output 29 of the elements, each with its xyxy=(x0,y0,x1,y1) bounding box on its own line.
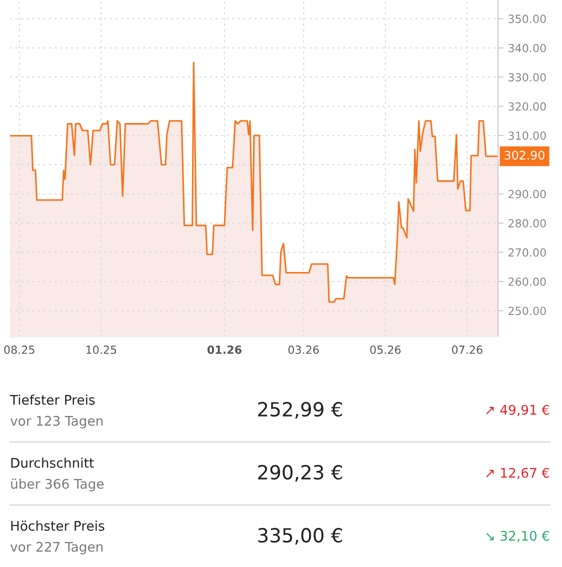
x-tick-label: 01.26 xyxy=(207,346,242,354)
y-tick-label: 340.00 xyxy=(508,44,546,52)
x-tick-label: 08.25 xyxy=(4,346,34,354)
text: Tiefster Preis xyxy=(10,394,95,405)
y-tick-label: 350.00 xyxy=(508,14,546,24)
y-tick-label: 280.00 xyxy=(508,219,546,228)
x-tick-label: 10.25 xyxy=(86,346,116,354)
x-tick-label: 03.26 xyxy=(288,346,319,354)
y-tick-label: 260.00 xyxy=(508,277,546,286)
annotation: 302.90 xyxy=(504,150,544,160)
x-tick-label: 05.26 xyxy=(370,346,401,354)
text: 290,23 € xyxy=(258,464,342,482)
text: ↘ 32,10 € xyxy=(486,530,550,542)
text: Höchster Preis xyxy=(11,520,104,531)
text: Durchschnitt xyxy=(11,458,94,468)
text: vor 227 Tagen xyxy=(10,542,103,554)
text: über 366 Tage xyxy=(11,478,104,492)
y-tick-label: 330.00 xyxy=(508,73,546,82)
y-tick-label: 310.00 xyxy=(508,131,546,140)
text: 335,00 € xyxy=(258,528,342,545)
y-tick-label: 290.00 xyxy=(508,190,546,198)
y-tick-label: 250.00 xyxy=(508,306,546,316)
text: vor 123 Tagen xyxy=(10,416,103,428)
y-tick-label: 320.00 xyxy=(508,102,546,111)
x-tick-label: 07.26 xyxy=(452,346,482,354)
y-tick-label: 270.00 xyxy=(508,248,546,257)
text: 252,99 € xyxy=(258,402,342,419)
text: ↗ 12,67 € xyxy=(486,468,550,480)
text: ↗ 49,91 € xyxy=(486,404,550,416)
